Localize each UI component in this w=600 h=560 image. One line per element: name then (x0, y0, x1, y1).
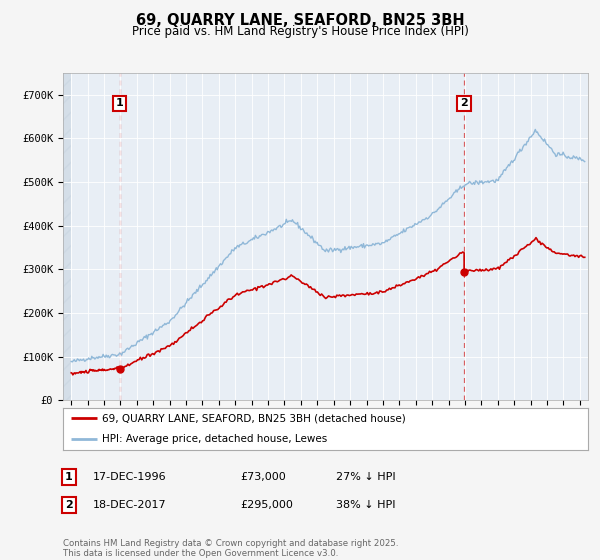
Text: Price paid vs. HM Land Registry's House Price Index (HPI): Price paid vs. HM Land Registry's House … (131, 25, 469, 38)
Text: 2: 2 (460, 99, 468, 109)
Text: 38% ↓ HPI: 38% ↓ HPI (336, 500, 395, 510)
Text: HPI: Average price, detached house, Lewes: HPI: Average price, detached house, Lewe… (103, 434, 328, 444)
Text: 69, QUARRY LANE, SEAFORD, BN25 3BH: 69, QUARRY LANE, SEAFORD, BN25 3BH (136, 13, 464, 29)
Bar (63, 73, 71, 400)
Text: 27% ↓ HPI: 27% ↓ HPI (336, 472, 395, 482)
Text: 1: 1 (116, 99, 124, 109)
Text: 69, QUARRY LANE, SEAFORD, BN25 3BH (detached house): 69, QUARRY LANE, SEAFORD, BN25 3BH (deta… (103, 413, 406, 423)
Text: £295,000: £295,000 (240, 500, 293, 510)
Text: £73,000: £73,000 (240, 472, 286, 482)
Text: 18-DEC-2017: 18-DEC-2017 (93, 500, 167, 510)
Text: 17-DEC-1996: 17-DEC-1996 (93, 472, 167, 482)
Text: 1: 1 (65, 472, 73, 482)
Text: Contains HM Land Registry data © Crown copyright and database right 2025.
This d: Contains HM Land Registry data © Crown c… (63, 539, 398, 558)
Text: 2: 2 (65, 500, 73, 510)
